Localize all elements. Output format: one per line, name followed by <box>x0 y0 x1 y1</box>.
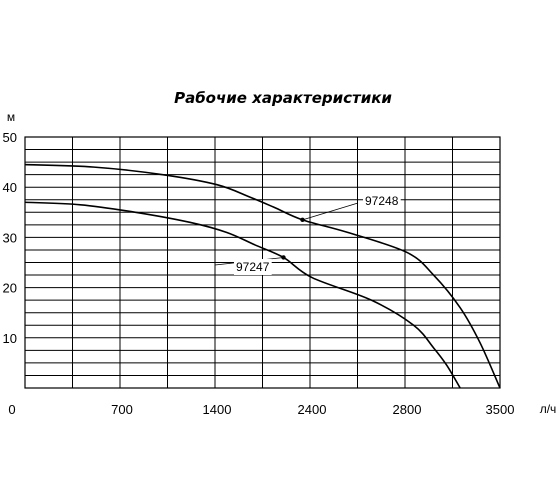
x-tick-labels: 0 700 1400 2400 2800 3500 <box>8 402 514 417</box>
series-leader-97248 <box>302 202 359 221</box>
series-label-bg <box>363 193 401 209</box>
x-tick-label: 2400 <box>298 402 327 417</box>
chart-title: Рабочие характеристики <box>174 89 392 107</box>
series-label-bg <box>234 259 272 275</box>
curves: 97248 97247 <box>24 163 501 389</box>
x-tick-label: 700 <box>111 402 133 417</box>
grid <box>24 136 501 389</box>
series-line-97247 <box>24 201 461 389</box>
series-label-97247: 97247 <box>236 260 270 274</box>
y-tick-label: 30 <box>3 230 17 245</box>
x-tick-label: 2800 <box>393 402 422 417</box>
series-label-97248: 97248 <box>365 194 399 208</box>
y-tick-label: 10 <box>3 331 17 346</box>
y-tick-label: 50 <box>3 130 17 145</box>
y-axis-unit: м <box>7 110 15 124</box>
y-tick-labels: 10 20 30 40 50 <box>3 130 17 346</box>
y-tick-label: 40 <box>3 180 17 195</box>
x-tick-label: 3500 <box>486 402 515 417</box>
plot-frame <box>24 136 501 389</box>
x-tick-label: 1400 <box>203 402 232 417</box>
y-tick-label: 20 <box>3 281 17 296</box>
x-tick-label: 0 <box>8 402 15 417</box>
x-axis-unit: л/ч <box>540 402 557 416</box>
